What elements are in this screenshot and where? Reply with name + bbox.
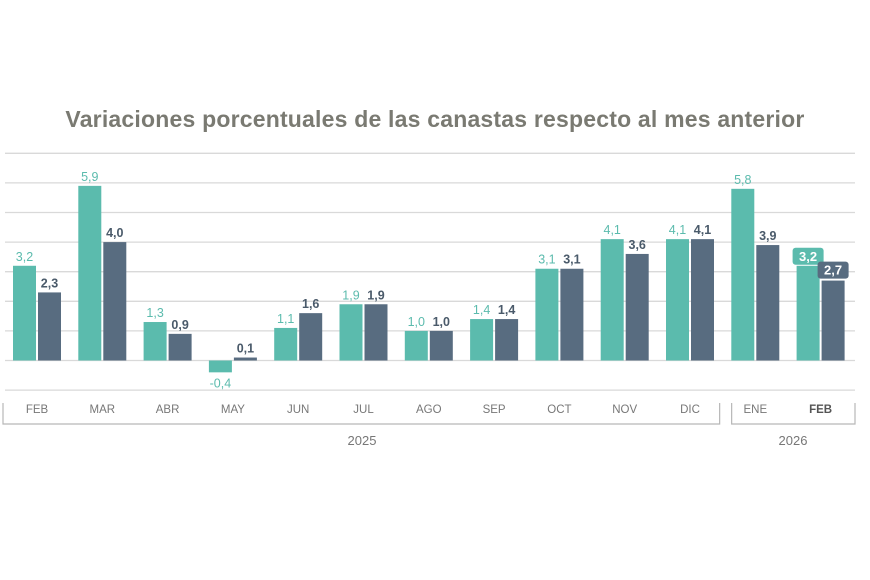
bar-series-2 [495,319,519,361]
axis-layer: FEB MAR ABR MAY JUN JUL AGO SEP OCT NOV DIC ENE FEB 2… [2,403,856,448]
value-label-series-2: 4,1 [694,223,711,237]
bar-series-1 [274,327,298,361]
bar-series-2 [429,330,453,361]
value-label-series-2: 0,1 [237,342,254,356]
year-label: 2026 [779,433,808,448]
category-label: MAY [221,404,245,416]
bar-series-1 [339,304,363,361]
bar-series-2 [560,268,584,361]
bar-series-2 [38,292,61,361]
bar-series-1 [796,265,820,361]
category-label: ENE [743,404,767,416]
category-label: SEP [483,404,506,416]
value-label-box [817,261,849,279]
value-label-series-2: 4,0 [106,226,123,240]
bar-series-2 [625,253,649,361]
value-label-series-1: 3,2 [16,250,33,264]
value-label-series-1: 3,1 [538,253,555,267]
value-label-series-1: 1,0 [408,315,425,329]
value-label-series-2: 1,4 [498,303,515,317]
category-label: MAR [90,404,116,416]
labels-layer: 3,2 2,3 5,9 4,0 1,3 0,9 -0,4 0,1 1,1 1,6 1,9 1,9 1,0… [16,170,849,390]
value-label-series-1: 1,4 [473,303,490,317]
category-label: ABR [156,404,180,416]
value-label-series-1: 1,1 [277,312,294,326]
category-label: FEB [26,404,49,416]
category-label: AGO [416,404,442,416]
bar-series-1 [470,319,494,361]
bar-series-1 [143,322,167,361]
bar-series-1 [78,185,102,361]
bar-series-1 [404,330,428,361]
value-label-series-2: 1,6 [302,297,319,311]
bar-series-2 [364,304,388,361]
value-label-series-1: 4,1 [669,223,686,237]
category-label: DIC [680,404,700,416]
category-label: FEB [809,404,832,416]
value-label-box [792,247,824,265]
value-label-series-1: 5,9 [81,170,98,184]
value-label-series-1: -0,4 [210,376,232,390]
bar-series-1 [535,268,559,361]
bar-series-1 [731,188,755,361]
category-label: JUL [353,404,374,416]
value-label-series-2: 0,9 [171,318,188,332]
bar-series-2 [233,357,257,361]
category-label: OCT [547,404,571,416]
bar-series-1 [600,239,624,361]
category-label: NOV [612,404,637,416]
bar-series-2 [756,245,780,361]
bar-series-1 [666,239,689,361]
bar-series-2 [821,280,845,361]
value-label-series-1: 1,3 [146,306,163,320]
bar-series-2 [168,333,192,361]
value-label-series-2: 2,3 [41,276,58,290]
bar-series-1 [208,360,232,373]
value-label-series-1: 3,2 [799,249,817,264]
bar-series-2 [299,313,323,361]
value-label-series-2: 2,7 [824,263,842,278]
bars-layer [13,185,845,373]
value-label-series-1: 5,8 [734,173,751,187]
year-bracket [731,403,856,425]
value-label-series-2: 1,9 [367,288,384,302]
bar-series-1 [13,265,36,361]
bar-series-2 [103,242,127,361]
value-label-series-1: 4,1 [604,223,621,237]
value-label-series-2: 3,6 [629,238,646,252]
value-label-series-1: 1,9 [342,288,359,302]
value-label-series-2: 1,0 [433,315,450,329]
bar-series-2 [691,239,714,361]
year-label: 2025 [348,433,377,448]
year-bracket [2,403,721,425]
chart-title: Variaciones porcentuales de las canastas… [65,106,805,132]
category-label: JUN [287,404,309,416]
value-label-series-2: 3,9 [759,229,776,243]
value-label-series-2: 3,1 [563,253,580,267]
